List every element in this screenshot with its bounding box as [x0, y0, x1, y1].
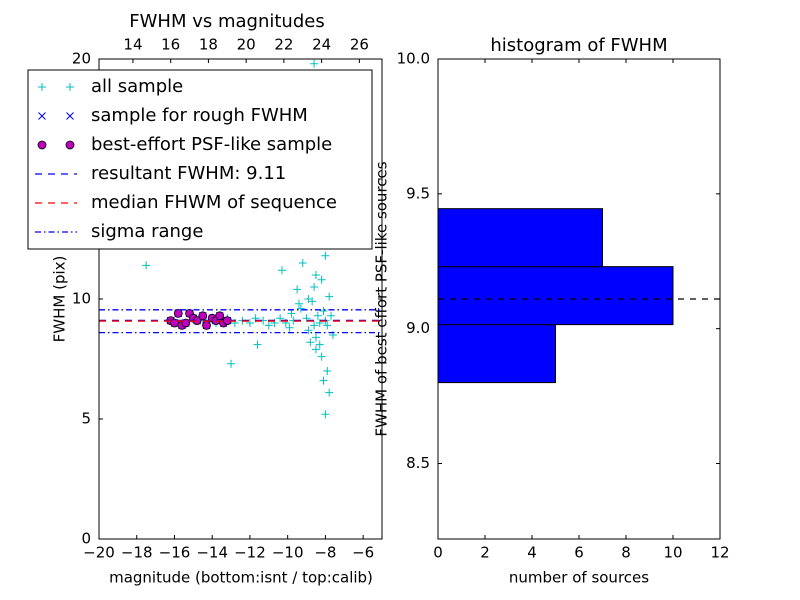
- y-tick-label: 5: [81, 410, 91, 428]
- circle-marker: [202, 320, 211, 330]
- plus-marker: [253, 340, 262, 349]
- plus-marker: [306, 338, 315, 347]
- circle-marker: [37, 140, 47, 150]
- circle-marker: [215, 311, 225, 321]
- plus-marker: [287, 309, 296, 318]
- x2-tick-label: 20: [237, 36, 256, 54]
- plus-marker: [321, 251, 330, 260]
- x-tick-label: −14: [196, 544, 228, 562]
- plus-marker: [245, 319, 254, 327]
- plus-marker: [325, 292, 334, 301]
- y-tick-label: 0: [81, 530, 91, 548]
- plus-marker: [296, 304, 305, 313]
- plus-marker: [38, 83, 46, 91]
- plus-marker: [315, 340, 324, 349]
- plot-frame: [98, 58, 383, 540]
- plus-marker: [311, 271, 320, 279]
- plus-marker: [323, 321, 332, 330]
- x-tick-label: −16: [159, 544, 191, 562]
- x-tick-label: 8: [621, 544, 631, 562]
- plus-marker: [227, 359, 236, 368]
- plus-marker: [66, 83, 74, 91]
- x-tick-label: −20: [83, 544, 115, 562]
- x-tick-label: 10: [663, 544, 682, 562]
- x2-tick-label: 14: [123, 36, 142, 54]
- plus-marker: [325, 388, 334, 397]
- hist-bar: [437, 266, 674, 326]
- legend-label: sigma range: [91, 221, 203, 242]
- plus-marker: [319, 376, 328, 385]
- plus-marker: [319, 307, 328, 315]
- y-tick-label: 10: [72, 290, 91, 308]
- x-tick-label: 6: [574, 544, 584, 562]
- plus-marker: [276, 314, 285, 323]
- plus-marker: [327, 311, 336, 320]
- plus-marker: [315, 319, 324, 327]
- plus-marker: [323, 367, 332, 375]
- plus-marker: [311, 345, 320, 354]
- plus-marker: [317, 352, 326, 361]
- plus-marker: [304, 295, 313, 303]
- hist-bar: [437, 324, 556, 384]
- x-tick-label: 2: [480, 544, 490, 562]
- x-marker: [38, 112, 46, 120]
- plus-marker: [294, 299, 303, 308]
- x-tick-label: −6: [352, 544, 374, 562]
- hist-bar: [437, 208, 603, 268]
- legend-label: resultant FWHM: 9.11: [91, 163, 286, 184]
- x-tick-label: −8: [314, 544, 336, 562]
- left-y-label: FWHM (pix): [51, 256, 69, 343]
- plus-marker: [310, 59, 319, 68]
- plus-marker: [285, 323, 294, 332]
- x-tick-label: 12: [710, 544, 729, 562]
- y-tick-label: 8.5: [406, 454, 430, 472]
- x-tick-label: 4: [527, 544, 537, 562]
- circle-marker: [173, 308, 183, 318]
- plus-marker: [317, 275, 326, 284]
- x-marker: [66, 112, 74, 120]
- plus-marker: [311, 333, 320, 342]
- x2-tick-label: 18: [199, 36, 218, 54]
- left-x-label: magnitude (bottom:isnt / top:calib): [109, 569, 373, 587]
- x-tick-label: −12: [234, 544, 266, 562]
- x2-tick-label: 26: [350, 36, 369, 54]
- plus-marker: [313, 311, 322, 320]
- y-tick-label: 9.5: [406, 184, 430, 202]
- plus-marker: [310, 283, 319, 291]
- legend-label: median FHWM of sequence: [91, 192, 337, 213]
- plus-marker: [298, 259, 307, 267]
- y-tick-label: 10.0: [397, 50, 430, 68]
- circle-marker: [198, 311, 208, 321]
- x-tick-label: −10: [272, 544, 304, 562]
- y-tick-label: 9.0: [406, 319, 430, 337]
- plus-marker: [304, 326, 313, 335]
- x2-tick-label: 16: [161, 36, 180, 54]
- x-tick-label: −18: [121, 544, 153, 562]
- y-tick-label: 20: [72, 50, 91, 68]
- plus-marker: [302, 314, 311, 323]
- x2-tick-label: 22: [274, 36, 293, 54]
- plus-marker: [321, 410, 330, 419]
- legend-label: all sample: [91, 76, 183, 97]
- legend-label: best-effort PSF-like sample: [91, 134, 332, 155]
- plot-frame: [437, 58, 721, 540]
- plus-marker: [293, 285, 302, 294]
- legend-box: [27, 69, 373, 250]
- left-title: FWHM vs magnitudes: [129, 11, 324, 32]
- circle-marker: [65, 140, 75, 150]
- x2-tick-label: 24: [312, 36, 331, 54]
- x-tick-label: 0: [433, 544, 443, 562]
- plus-marker: [142, 261, 151, 270]
- right-title: histogram of FWHM: [490, 35, 667, 56]
- plus-marker: [264, 321, 273, 330]
- legend-label: sample for rough FWHM: [91, 105, 308, 126]
- plus-marker: [310, 321, 319, 330]
- right-x-label: number of sources: [509, 569, 649, 587]
- plus-marker: [278, 266, 287, 275]
